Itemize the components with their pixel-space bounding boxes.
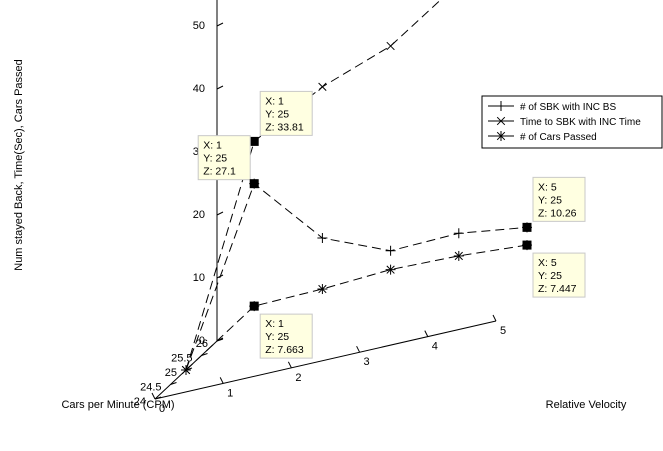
datatip-box	[259, 313, 313, 359]
datatip-text: Z: 27.1	[203, 166, 236, 178]
datatip-marker	[522, 222, 532, 232]
legend-label-cars-passed: # of Cars Passed	[520, 132, 597, 143]
datatip-text: Y: 25	[265, 108, 289, 120]
x-axis-line	[154, 320, 497, 400]
y-tick	[154, 396, 162, 400]
z-tick-label: 50	[193, 20, 205, 32]
z-tick	[216, 85, 224, 90]
datatip-text: X: 5	[538, 257, 557, 269]
datatip-marker	[522, 240, 532, 250]
datatip-text: Z: 10.26	[538, 207, 577, 219]
series-layer	[181, 0, 532, 375]
data-point-cars-passed	[385, 264, 396, 275]
datatip-text: Z: 7.663	[265, 344, 304, 356]
z-tick	[216, 211, 224, 216]
series-line-sbk-count	[185, 182, 528, 371]
x-tick	[287, 361, 292, 369]
x-tick-label: 3	[364, 356, 370, 368]
datatip[interactable]: X: 1Y: 25Z: 33.81	[249, 90, 313, 146]
x-tick	[492, 314, 497, 322]
datatip-text: Y: 25	[538, 270, 562, 282]
datatip[interactable]: X: 1Y: 25Z: 27.1	[197, 135, 259, 189]
data-point-cars-passed	[453, 250, 464, 261]
data-point-sbk-count	[385, 245, 396, 256]
z-tick	[216, 22, 224, 27]
datatip-text: Y: 25	[203, 153, 227, 165]
series-line-sbk-time	[185, 0, 442, 371]
x-tick-label: 5	[500, 325, 506, 337]
datatip-text: Z: 33.81	[265, 121, 304, 133]
z-axis-label: Num stayed Back, Time(Sec), Cars Passed	[13, 59, 25, 271]
datatip-text: X: 1	[265, 318, 284, 330]
z-tick-label: 0	[199, 335, 205, 347]
datatip[interactable]: X: 5Y: 25Z: 7.447	[522, 240, 586, 298]
datatip-box	[197, 135, 251, 181]
y-tick-label: 24.5	[140, 382, 161, 394]
x-tick-label: 0	[159, 403, 165, 415]
y-tick-label: 25.5	[171, 353, 192, 365]
data-point-cars-passed	[181, 365, 191, 375]
x-tick	[424, 330, 429, 337]
x-tick-label: 4	[432, 341, 438, 353]
y-tick-label: 24	[134, 396, 146, 408]
y-tick-label: 26	[196, 338, 208, 350]
legend-marker-sbk-count	[496, 101, 506, 111]
x-axis-label: Relative Velocity	[546, 399, 627, 411]
series-line-cars-passed	[185, 244, 528, 371]
datatip-text: Z: 7.447	[538, 283, 577, 295]
legend-box	[481, 95, 663, 149]
datatip-text: X: 5	[538, 181, 557, 193]
x-tick	[151, 392, 156, 400]
z-tick-label: 20	[193, 209, 205, 221]
x-tick	[219, 377, 224, 384]
z-tick-label: 10	[193, 272, 205, 284]
datatip-text: Y: 25	[538, 194, 562, 206]
datatip-marker	[249, 179, 259, 189]
y-tick-label: 25	[165, 367, 177, 379]
data-point-sbk-time	[386, 41, 395, 51]
x-tick	[356, 345, 361, 353]
x-tick-label: 2	[295, 372, 301, 384]
legend-marker-cars-passed	[496, 131, 506, 141]
data-point-cars-passed	[317, 284, 328, 295]
data-point-sbk-time	[318, 82, 327, 91]
y-tick	[170, 382, 177, 385]
datatip-box	[532, 252, 586, 298]
datatip-box	[532, 176, 586, 222]
x-tick-label: 1	[227, 387, 233, 399]
datatip-text: Y: 25	[265, 331, 289, 343]
legend-marker-sbk-time	[496, 116, 506, 126]
y-axis-label: Cars per Minute (CPM)	[61, 399, 174, 411]
datatips-layer: X: 5Y: 25Z: 51.61X: 1Y: 25Z: 33.81X: 1Y:…	[197, 90, 586, 359]
z-tick-label: 40	[193, 83, 205, 95]
datatip-marker	[249, 301, 259, 311]
datatip[interactable]: X: 5Y: 25Z: 10.26	[522, 176, 586, 232]
legend-label-sbk-time: Time to SBK with INC Time	[520, 117, 641, 128]
datatip-marker	[249, 136, 259, 146]
data-point-sbk-count	[317, 233, 328, 243]
datatip[interactable]: X: 1Y: 25Z: 7.663	[249, 301, 313, 359]
data-point-sbk-count	[453, 228, 464, 239]
datatip-text: X: 1	[203, 140, 222, 152]
legend-label-sbk-count: # of SBK with INC BS	[520, 102, 616, 113]
datatip-box	[259, 90, 313, 136]
datatip-text: X: 1	[265, 95, 284, 107]
legend: # of SBK with INC BS Time to SBK with INC…	[481, 95, 663, 149]
